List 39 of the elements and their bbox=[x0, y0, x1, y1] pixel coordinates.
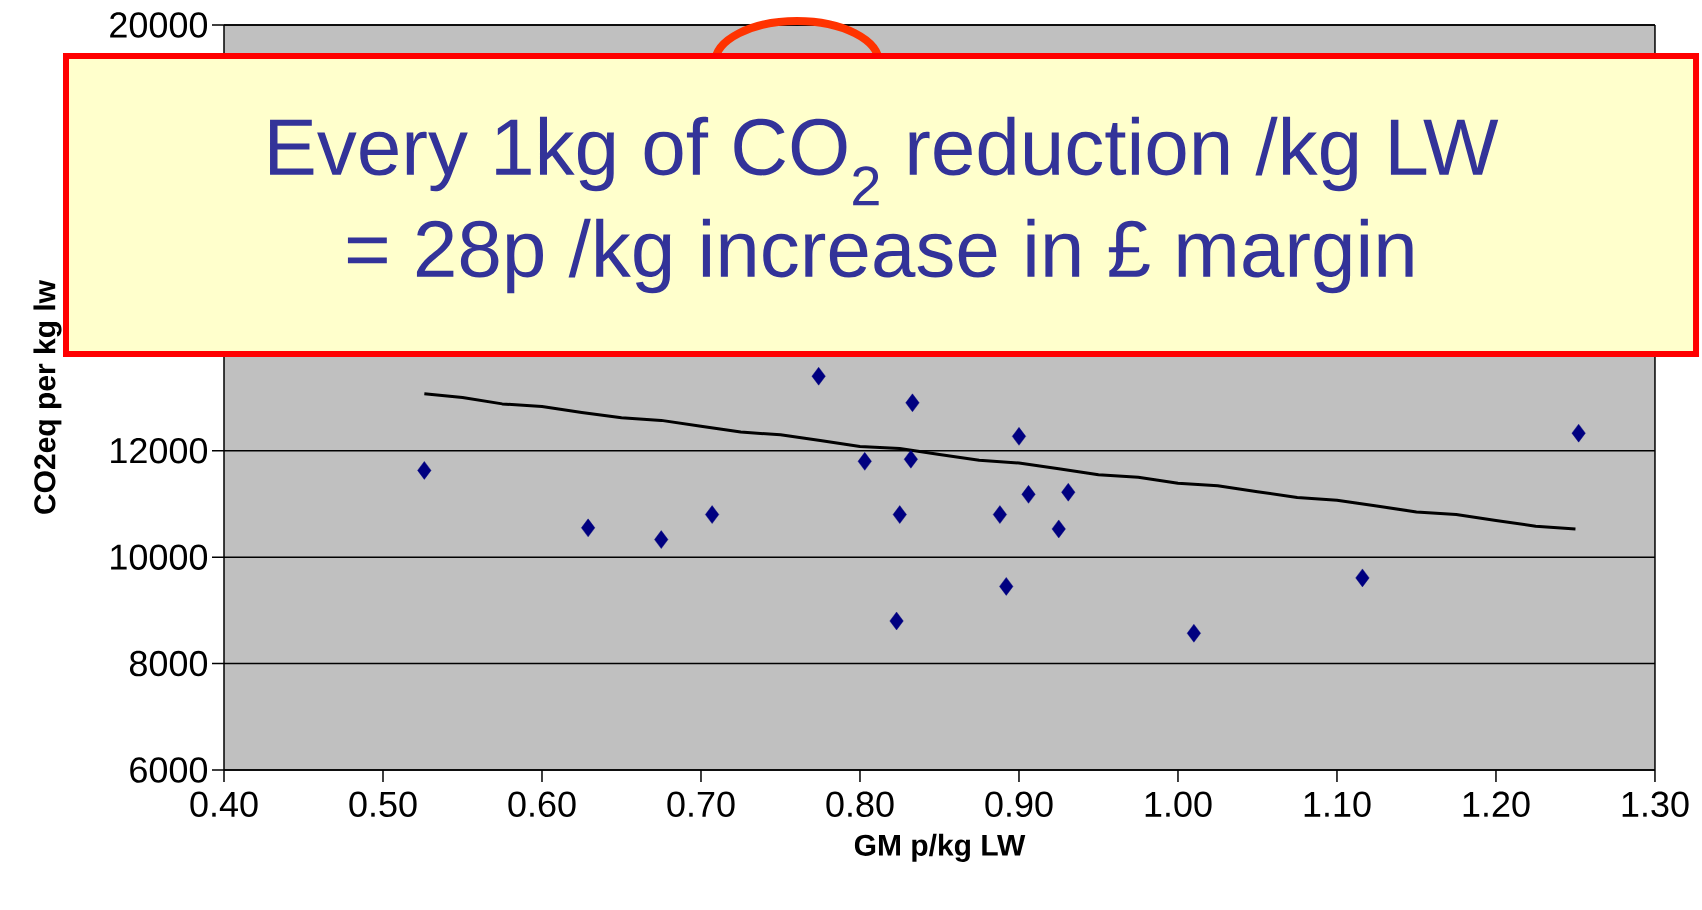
point bbox=[1186, 624, 1201, 643]
point bbox=[1012, 427, 1026, 446]
y-tick-label: 20000 bbox=[110, 12, 208, 38]
point bbox=[889, 611, 904, 631]
point bbox=[903, 450, 918, 469]
annotation: Every 1kg of CO$_{2}$ reduction /kg LW bbox=[270, 116, 1499, 206]
y-tick-label: 12000 bbox=[111, 437, 208, 464]
point bbox=[1021, 485, 1036, 504]
point bbox=[654, 530, 669, 549]
x-tick-label: 1.00 bbox=[1145, 791, 1212, 818]
y-tick-label: 6000 bbox=[130, 757, 208, 783]
y-axis-title: CO2eq per kg lw bbox=[33, 279, 62, 514]
x-tick-label: 1.20 bbox=[1463, 791, 1530, 818]
point bbox=[892, 505, 907, 524]
point bbox=[1571, 423, 1586, 443]
line-series bbox=[422, 392, 1577, 531]
x-tick-label: 1.10 bbox=[1304, 791, 1371, 818]
point bbox=[857, 452, 872, 471]
x-tick-label: 0.50 bbox=[349, 791, 417, 818]
x-tick-label: 0.60 bbox=[508, 791, 576, 818]
x-tick-label: 1.30 bbox=[1622, 791, 1689, 818]
x-tick-label: 0.90 bbox=[985, 791, 1053, 818]
point bbox=[992, 505, 1007, 524]
point bbox=[417, 461, 432, 480]
x-tick-label: 0.40 bbox=[190, 791, 258, 818]
point bbox=[905, 393, 920, 413]
y-tick-label: 10000 bbox=[111, 544, 208, 570]
point bbox=[999, 577, 1014, 596]
annotation: = 28p /kg increase in £ margin bbox=[347, 218, 1413, 294]
x-tick-label: 0.70 bbox=[667, 791, 735, 818]
point bbox=[1355, 568, 1370, 588]
x-axis-title: GM p/kg LW bbox=[854, 833, 1026, 862]
point bbox=[705, 505, 720, 524]
point bbox=[581, 518, 596, 538]
y-tick-label: 8000 bbox=[129, 650, 208, 677]
point bbox=[1051, 519, 1066, 539]
point bbox=[1061, 483, 1076, 502]
point bbox=[811, 367, 826, 386]
x-tick-label: 0.80 bbox=[826, 791, 894, 818]
